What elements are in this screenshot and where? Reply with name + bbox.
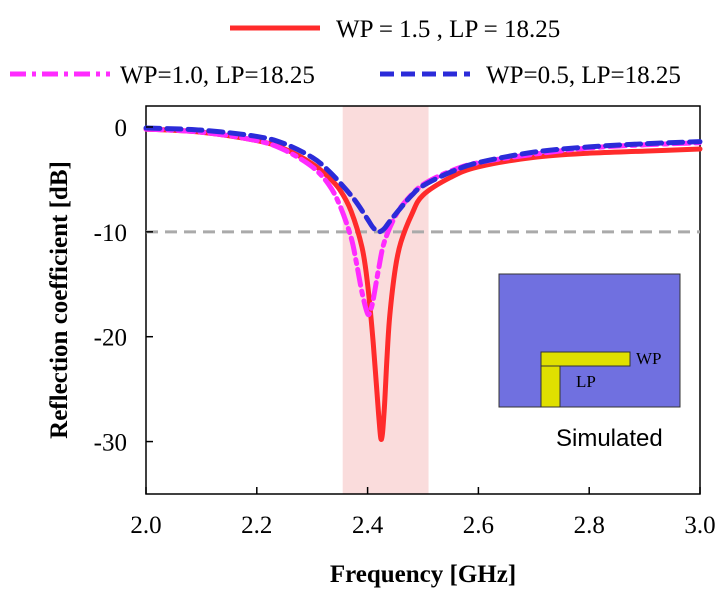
y-tick-label: -20 (94, 325, 127, 352)
x-tick-labels: 2.0 2.2 2.4 2.6 2.8 3.0 (130, 487, 716, 539)
inset-wp-label: WP (636, 349, 662, 368)
series-layer (143, 125, 703, 442)
x-tick-label: 2.6 (463, 512, 494, 539)
series-wp15-line (143, 126, 703, 442)
antenna-inset: WP LP Simulated (498, 273, 681, 452)
plot-frame (145, 105, 701, 495)
legend-label-wp15: WP = 1.5 , LP = 18.25 (336, 16, 560, 43)
inset-lp-label: LP (576, 372, 596, 391)
x-tick-label: 2.8 (574, 512, 605, 539)
legend-label-wp10: WP=1.0, LP=18.25 (120, 62, 315, 89)
legend: WP = 1.5 , LP = 18.25 WP=1.0, LP=18.25 W… (10, 16, 681, 89)
legend-label-wp05: WP=0.5, LP=18.25 (486, 62, 681, 89)
inset-substrate (498, 273, 681, 408)
simulated-caption: Simulated (556, 425, 663, 452)
y-tick-labels: 0 -10 -20 -30 (94, 115, 153, 457)
y-axis-title: Reflection coefficient [dB] (46, 161, 73, 439)
series-wp05-line (143, 125, 703, 235)
x-axis-title: Frequency [GHz] (330, 561, 516, 588)
y-tick-label: 0 (115, 115, 128, 142)
x-tick-label: 2.0 (130, 512, 161, 539)
x-tick-label: 2.4 (352, 512, 384, 539)
y-tick-label: -30 (94, 430, 127, 457)
shaded-frequency-band (342, 106, 429, 494)
y-tick-label: -10 (94, 220, 127, 247)
inset-strip-horizontal (540, 351, 631, 367)
x-tick-label: 3.0 (684, 512, 715, 539)
x-tick-label: 2.2 (241, 512, 272, 539)
